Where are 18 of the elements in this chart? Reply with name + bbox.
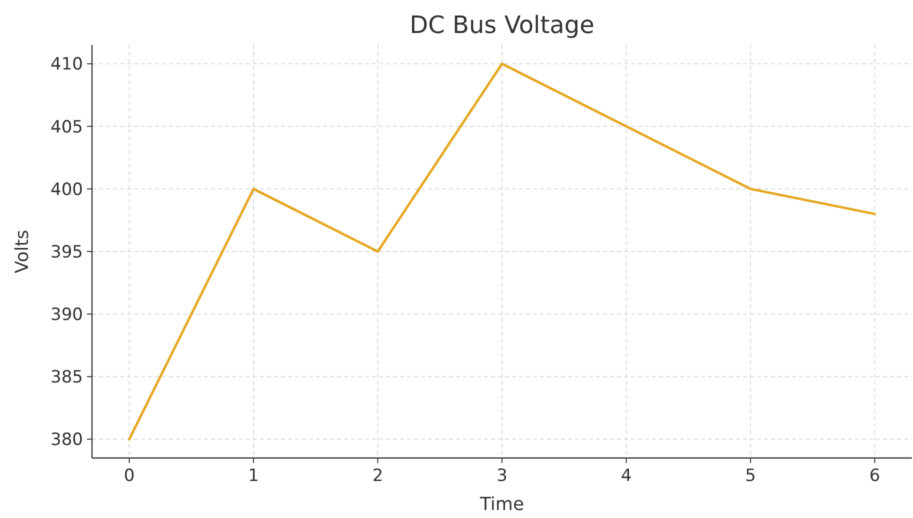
chart-title: DC Bus Voltage bbox=[410, 11, 594, 39]
y-tick-label: 385 bbox=[50, 368, 83, 388]
x-tick-label: 2 bbox=[372, 466, 384, 486]
y-tick-label: 395 bbox=[50, 242, 83, 262]
x-axis-title: Time bbox=[478, 494, 524, 515]
line-series bbox=[128, 62, 876, 440]
y-tick-label: 405 bbox=[50, 117, 83, 138]
y-tick-label: 400 bbox=[50, 180, 83, 200]
y-tick-label: 390 bbox=[50, 305, 83, 326]
y-tick-label: 410 bbox=[50, 54, 83, 75]
x-tick-label: 5 bbox=[745, 466, 756, 486]
x-tick-label: 6 bbox=[869, 466, 880, 486]
x-tick-label: 4 bbox=[620, 466, 632, 486]
x-tick-label: 3 bbox=[496, 466, 508, 486]
x-tick-label: 1 bbox=[248, 466, 259, 486]
y-axis-title: Volts bbox=[12, 230, 33, 274]
x-tick-label: 0 bbox=[124, 466, 135, 486]
y-tick-label: 380 bbox=[50, 430, 83, 450]
